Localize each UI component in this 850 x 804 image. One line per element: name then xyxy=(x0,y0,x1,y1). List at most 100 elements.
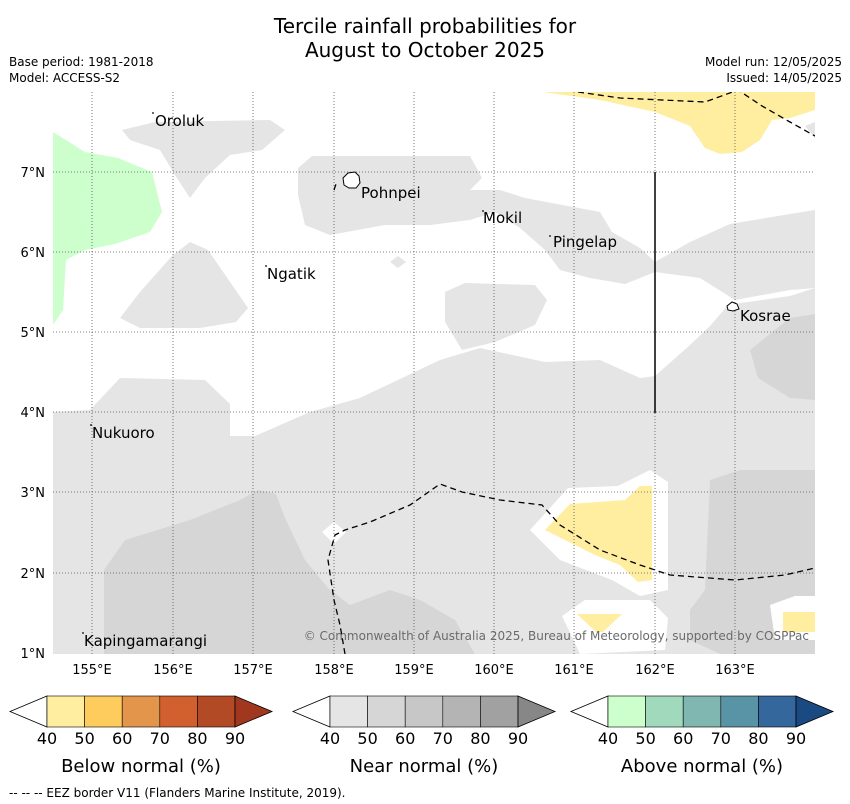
lon-tick: 162°E xyxy=(635,663,675,678)
colorbar-segment xyxy=(442,695,481,728)
place-label-kosrae: Kosrae xyxy=(740,307,791,325)
colorbar-segment xyxy=(329,695,368,728)
colorbar-low-extension xyxy=(8,695,48,728)
colorbar-high-extension xyxy=(517,695,557,728)
colorbar-tick-label: 60 xyxy=(395,729,415,748)
base-period-label: Base period: 1981-2018 xyxy=(9,55,154,69)
colorbar-tick-label: 60 xyxy=(673,729,693,748)
colorbar-tick-label: 80 xyxy=(187,729,207,748)
colorbar-high-extension xyxy=(234,695,274,728)
place-label-nukuoro: Nukuoro xyxy=(92,424,155,442)
colorbar-title: Below normal (%) xyxy=(61,756,221,777)
lat-tick: 4°N xyxy=(21,406,46,421)
small-island-markers xyxy=(82,112,551,634)
near-normal-50-region xyxy=(750,314,815,400)
place-label-pingelap: Pingelap xyxy=(553,233,617,251)
title-line-1: Tercile rainfall probabilities for xyxy=(273,14,577,38)
lon-tick-labels: 155°E 156°E 157°E 158°E 159°E 160°E 161°… xyxy=(72,663,755,678)
near-normal-40-region xyxy=(120,242,248,328)
colorbar-tick-label: 40 xyxy=(598,729,618,748)
colorbar-2: 40 50 60 70 80 90 Near normal (%) xyxy=(291,695,557,777)
lat-tick: 5°N xyxy=(21,326,46,341)
place-label-pohnpei: Pohnpei xyxy=(361,184,421,202)
above-normal-40-region xyxy=(53,132,162,325)
below-normal-40-region xyxy=(783,612,815,632)
lat-tick: 2°N xyxy=(21,567,46,582)
lon-tick: 155°E xyxy=(72,663,112,678)
colorbar-tick-label: 50 xyxy=(635,729,655,748)
lat-tick: 6°N xyxy=(21,246,46,261)
model-label: Model: ACCESS-S2 xyxy=(9,71,121,85)
below-normal-40-region xyxy=(545,486,652,582)
colorbar-segment xyxy=(480,695,519,728)
lon-tick: 161°E xyxy=(554,663,594,678)
eez-footnote: -- -- -- EEZ border V11 (Flanders Marine… xyxy=(9,786,346,800)
chart-title: Tercile rainfall probabilities for Augus… xyxy=(0,14,850,62)
near-normal-40-region xyxy=(390,256,406,268)
colorbar-low-extension xyxy=(569,695,609,728)
colorbar-tick-label: 90 xyxy=(508,729,528,748)
copyright-text: © Commonwealth of Australia 2025, Bureau… xyxy=(304,629,809,643)
colorbar-tick-label: 80 xyxy=(470,729,490,748)
below-normal-40-region xyxy=(577,614,622,632)
colorbar-segment xyxy=(404,695,444,728)
model-run-label: Model run: 12/05/2025 xyxy=(704,55,842,69)
place-label-ngatik: Ngatik xyxy=(267,265,316,283)
near-normal-40-region xyxy=(122,120,285,198)
meta-left: Base period: 1981-2018 Model: ACCESS-S2 xyxy=(9,54,154,86)
place-label-mokil: Mokil xyxy=(483,209,522,227)
lon-tick: 157°E xyxy=(233,663,273,678)
white-gap xyxy=(562,600,668,654)
below-normal-40-region xyxy=(543,92,815,154)
colorbar-segment xyxy=(720,695,759,728)
pohnpei-island xyxy=(342,171,361,189)
colorbar-segment xyxy=(758,695,797,728)
colorbar-tick-label: 60 xyxy=(112,729,132,748)
colorbar-segment xyxy=(607,695,646,728)
map-plot-area: Oroluk Pohnpei Mokil Pingelap Ngatik Kos… xyxy=(53,92,815,654)
colorbar-tick-label: 50 xyxy=(357,729,377,748)
lat-tick: 3°N xyxy=(21,486,46,501)
title-line-2: August to October 2025 xyxy=(304,38,546,62)
colorbar-segment xyxy=(367,695,406,728)
meta-right: Model run: 12/05/2025 Issued: 14/05/2025 xyxy=(705,54,842,86)
near-normal-40-region xyxy=(805,122,815,138)
eez-borders xyxy=(327,92,815,654)
issued-label: Issued: 14/05/2025 xyxy=(726,71,842,85)
lon-tick: 160°E xyxy=(474,663,514,678)
near-normal-50-region xyxy=(104,490,475,654)
place-label-oroluk: Oroluk xyxy=(155,112,204,130)
colorbar-segment xyxy=(84,695,123,728)
colorbar-tick-label: 70 xyxy=(433,729,453,748)
kosrae-island xyxy=(726,301,740,312)
grid-lines xyxy=(53,92,815,654)
colorbar-tick-label: 40 xyxy=(320,729,340,748)
colorbar-title: Above normal (%) xyxy=(621,756,783,777)
colorbar-tick-label: 90 xyxy=(225,729,245,748)
colorbar-tick-label: 70 xyxy=(150,729,170,748)
colorbar-segment xyxy=(682,695,722,728)
near-normal-40-region xyxy=(445,283,547,350)
colorbar-low-extension xyxy=(291,695,331,728)
colorbar-tick-label: 90 xyxy=(786,729,806,748)
colorbar-tick-label: 70 xyxy=(711,729,731,748)
colorbar-high-extension xyxy=(795,695,835,728)
colorbar-tick-label: 40 xyxy=(37,729,57,748)
colorbar-title: Near normal (%) xyxy=(350,756,499,777)
near-normal-40-region xyxy=(298,156,815,300)
colorbar-segment xyxy=(645,695,684,728)
lon-tick: 156°E xyxy=(153,663,193,678)
lon-tick: 163°E xyxy=(715,663,755,678)
lat-tick-labels: 7°N 6°N 5°N 4°N 3°N 2°N 1°N xyxy=(21,166,46,662)
lat-tick: 1°N xyxy=(21,647,46,662)
colorbar-tick-label: 80 xyxy=(748,729,768,748)
lat-tick: 7°N xyxy=(21,166,46,181)
colorbar-tick-label: 50 xyxy=(74,729,94,748)
colorbar-segment xyxy=(121,695,161,728)
place-label-kapingamarangi: Kapingamarangi xyxy=(84,632,207,650)
colorbar-segment xyxy=(46,695,85,728)
